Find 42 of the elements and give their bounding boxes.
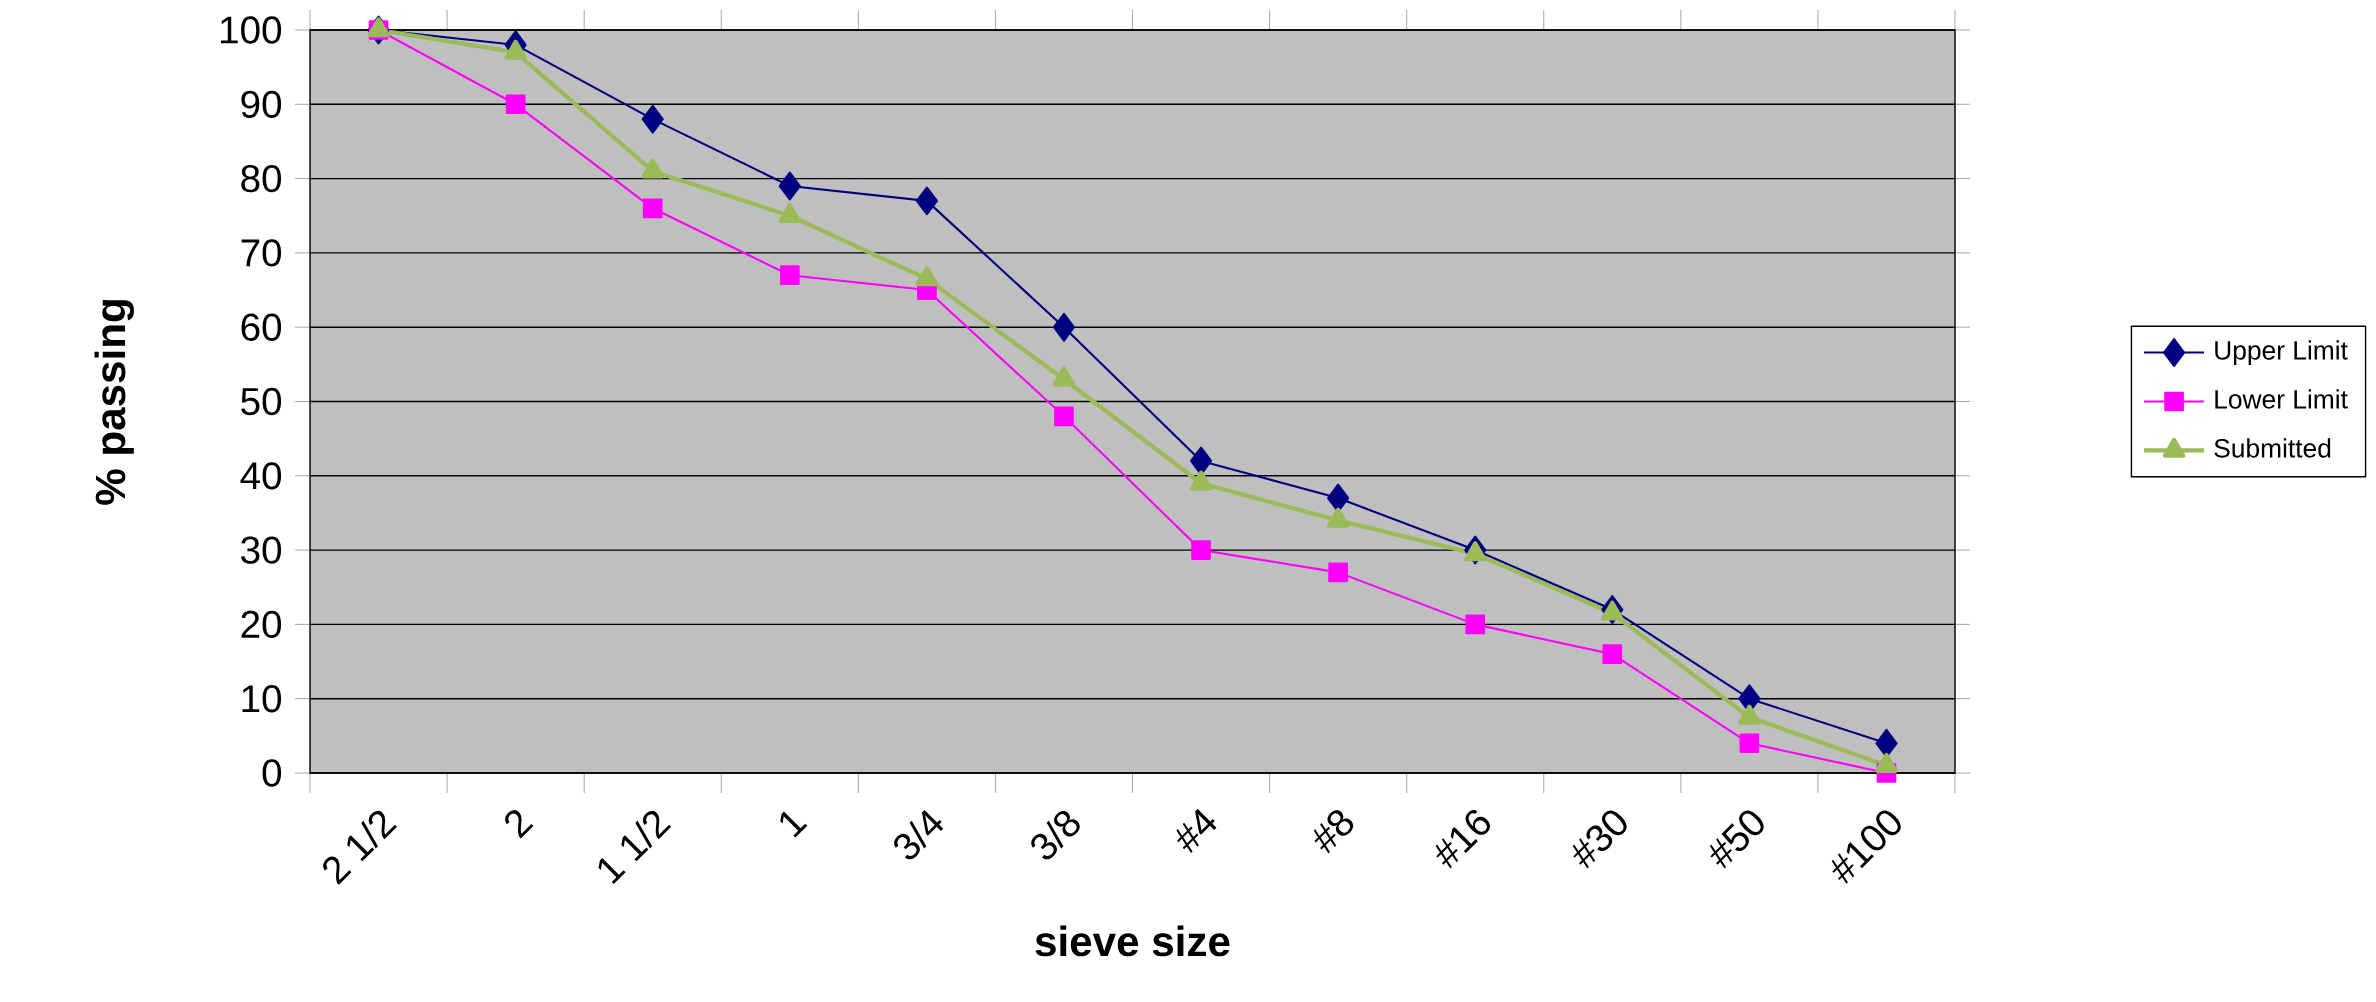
point: [1189, 446, 1213, 476]
point: [1465, 614, 1486, 635]
x-tick-label: #50: [1709, 810, 1764, 869]
x-tick-label: 1 1/2: [598, 810, 672, 885]
x-tick-label: 3/8: [1031, 810, 1080, 860]
y-tick-label: 0: [262, 759, 282, 787]
point: [1052, 312, 1076, 342]
x-tick-label: 2 1/2: [323, 810, 397, 885]
point: [505, 94, 526, 115]
point: [779, 265, 800, 286]
x-tick-label: 2: [505, 810, 534, 839]
point: [1739, 733, 1760, 754]
legend-label: Lower Limit: [2215, 389, 2348, 409]
legend-label: Submitted: [2214, 438, 2331, 458]
y-tick-label: 100: [221, 16, 282, 44]
point: [1602, 644, 1623, 664]
x-tick-label: #4: [1176, 808, 1217, 854]
point: [915, 186, 938, 216]
y-axis-title: % passing: [94, 300, 134, 505]
x-tick-label: 3/4: [894, 809, 944, 860]
point: [1328, 562, 1348, 583]
point: [1054, 406, 1074, 427]
y-tick-label: 50: [241, 387, 282, 416]
point: [1191, 540, 1211, 560]
x-axis-title: sieve size: [1035, 925, 1230, 957]
y-tick-label: 40: [240, 462, 282, 490]
y-tick-label: 10: [242, 685, 282, 713]
legend-label: Upper Limit: [2215, 340, 2348, 365]
y-tick-label: 80: [241, 164, 282, 193]
x-tick-label: 1: [780, 811, 808, 838]
y-tick-label: 70: [241, 239, 282, 267]
y-tick-label: 60: [241, 313, 282, 341]
y-tick-label: 20: [241, 610, 282, 639]
point: [641, 104, 664, 134]
x-tick-label: #30: [1572, 810, 1627, 869]
x-tick-label: #16: [1435, 810, 1491, 869]
point: [1327, 483, 1350, 513]
point: [778, 171, 801, 201]
point: [642, 198, 663, 219]
x-tick-label: #8: [1313, 810, 1354, 854]
y-tick-label: 90: [241, 90, 282, 118]
y-tick-label: 30: [241, 536, 282, 564]
